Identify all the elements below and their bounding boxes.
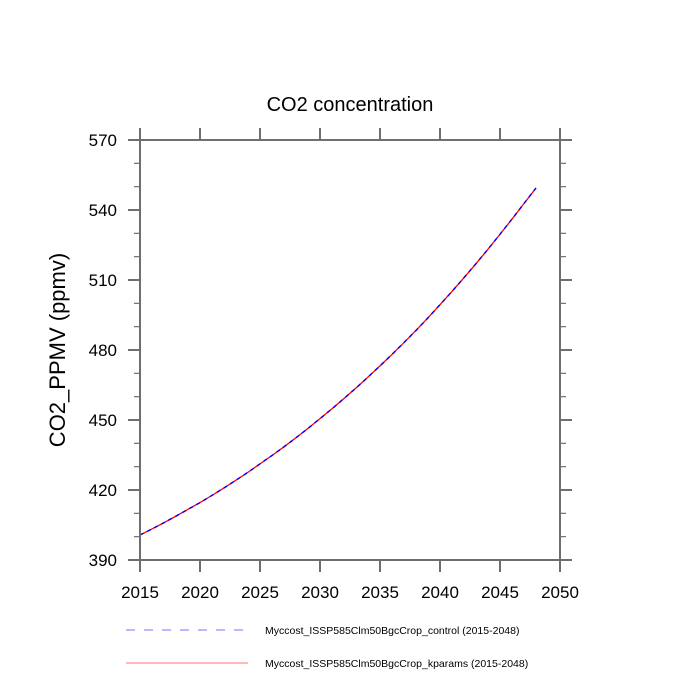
x-tick-label: 2025 [241, 583, 279, 602]
x-tick-label: 2040 [421, 583, 459, 602]
x-tick-label: 2030 [301, 583, 339, 602]
y-tick-label: 510 [89, 271, 117, 290]
x-tick-label: 2015 [121, 583, 159, 602]
y-tick-label: 570 [89, 131, 117, 150]
axis-ticks [128, 128, 572, 572]
y-axis-label: CO2_PPMV (ppmv) [45, 253, 70, 447]
series-line-1-overlay [139, 187, 537, 536]
plot-frame [139, 139, 561, 561]
legend: Myccost_ISSP585Clm50BgcCrop_control (201… [126, 625, 528, 670]
y-tick-label: 450 [89, 411, 117, 430]
x-tick-label: 2020 [181, 583, 219, 602]
y-tick-label: 390 [89, 551, 117, 570]
y-tick-label: 480 [89, 341, 117, 360]
legend-label-1: Myccost_ISSP585Clm50BgcCrop_control (201… [265, 625, 519, 637]
legend-label-2: Myccost_ISSP585Clm50BgcCrop_kparams (201… [265, 658, 528, 670]
x-tick-label: 2035 [361, 583, 399, 602]
y-tick-label: 420 [89, 481, 117, 500]
chart-title: CO2 concentration [267, 94, 434, 116]
series-lines [139, 187, 537, 536]
series-line-2 [139, 187, 537, 536]
x-tick-label: 2045 [481, 583, 519, 602]
x-tick-labels: 2015 2020 2025 2030 2035 2040 2045 2050 [121, 583, 579, 602]
series-line-1 [139, 187, 537, 536]
x-tick-label: 2050 [541, 583, 579, 602]
y-tick-label: 540 [89, 201, 117, 220]
y-tick-labels: 390 420 450 480 510 540 570 [89, 131, 117, 570]
